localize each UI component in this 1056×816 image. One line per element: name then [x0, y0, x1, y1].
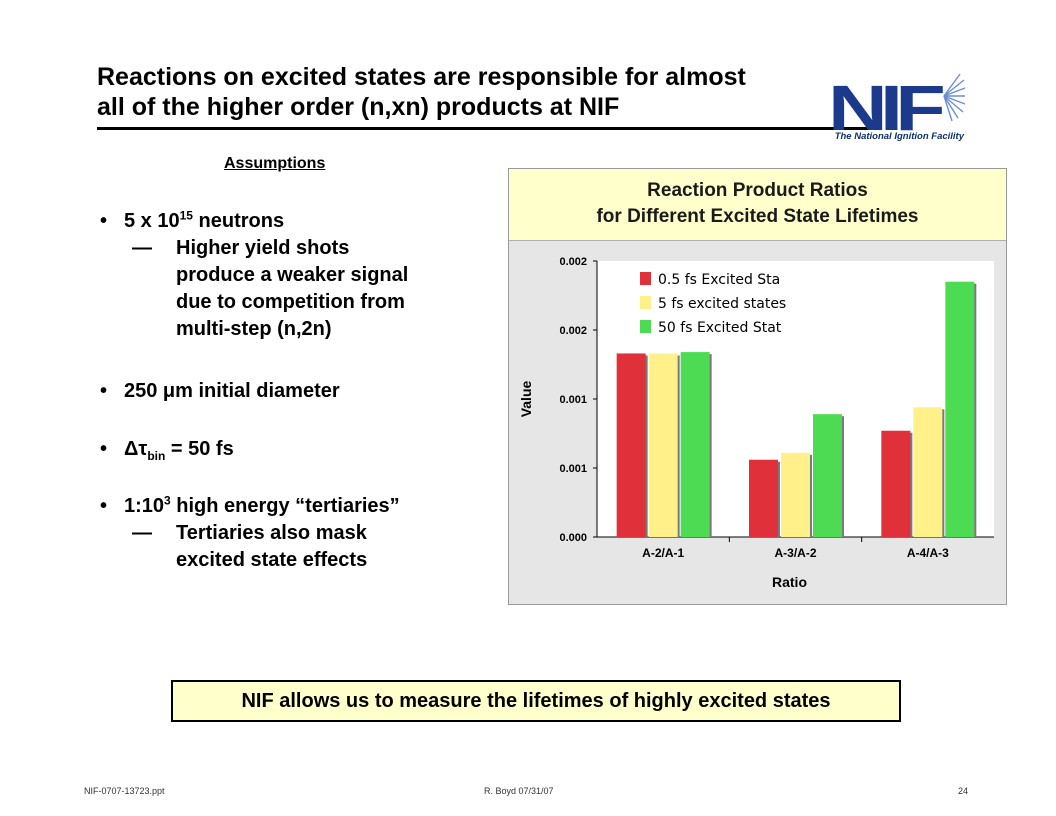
sub-bullet-line: due to competition from: [176, 291, 405, 313]
slide-title-line-1: Reactions on excited states are responsi…: [97, 63, 746, 91]
slide-title: Reactions on excited states are responsi…: [97, 62, 867, 122]
sub-bullet-marker: —: [132, 522, 152, 544]
legend-swatch: [640, 296, 651, 309]
bullet-tertiaries-exponent: 3: [164, 493, 171, 508]
bar: [813, 414, 842, 537]
sub-bullet-marker: —: [132, 237, 152, 259]
legend-label: 0.5 fs Excited Sta: [658, 272, 780, 288]
sub-bullet-line: Tertiaries also mask: [176, 522, 367, 544]
bar: [749, 459, 778, 537]
bar: [913, 407, 943, 537]
bullet-time-bin-value: = 50 fs: [165, 438, 234, 460]
footer-filename: NIF-0707-13723.ppt: [84, 786, 165, 796]
bar: [945, 281, 975, 537]
sub-bullet-line: excited state effects: [176, 549, 368, 571]
bullet-marker: •: [100, 210, 108, 232]
x-tick-label: A-4/A-3: [907, 546, 949, 560]
y-tick-label: 0.001: [559, 394, 587, 406]
footer-author-date: R. Boyd 07/31/07: [484, 786, 554, 796]
bullet-diameter-text: 250 μm initial diameter: [124, 380, 340, 402]
bullet-neutrons-unit: neutrons: [192, 210, 285, 232]
y-tick-label: 0.002: [559, 256, 587, 268]
bar: [680, 352, 710, 537]
y-tick-label: 0.002: [559, 325, 587, 337]
bar-chart: 0.000 0.001 0.001 0.002 0.002 A-2/A-1 A-3/A-2 A…: [518, 256, 994, 590]
x-tick-label: A-3/A-2: [774, 546, 816, 560]
y-tick-label: 0.001: [559, 463, 587, 475]
bullet-marker: •: [100, 380, 108, 402]
bullet-marker: •: [100, 438, 108, 460]
bullet-tertiaries-ratio: 1:10: [124, 495, 165, 517]
nif-logo-letters: NIF: [828, 72, 943, 144]
bar: [781, 452, 810, 537]
title-underline: [97, 127, 881, 130]
sub-bullet-line: Higher yield shots: [176, 237, 350, 259]
bar: [616, 353, 646, 537]
bullet-tertiaries-text: high energy “tertiaries”: [170, 495, 400, 517]
sub-bullet-line: multi-step (n,2n): [176, 318, 332, 340]
bullet-time-bin-subscript: bin: [147, 449, 166, 463]
y-tick-label: 0.000: [559, 532, 587, 544]
chart-title: Reaction Product Ratios: [647, 180, 868, 201]
y-axis-title: Value: [518, 381, 534, 418]
bar: [881, 430, 911, 537]
bullet-time-bin-symbol: Δτ: [124, 438, 148, 460]
nif-logo-sunburst: [943, 73, 966, 122]
bullet-neutrons-exponent: 15: [179, 208, 193, 223]
logo-caption: The National Ignition Facility: [834, 131, 964, 142]
chart-panel: Reaction Product Ratios for Different Ex…: [508, 168, 1007, 605]
legend-swatch: [640, 272, 651, 285]
nif-logo: NIF: [828, 72, 966, 144]
legend-swatch: [640, 320, 651, 333]
bar: [648, 353, 678, 537]
x-axis-title: Ratio: [772, 574, 807, 590]
bullet-neutrons-text: 5 x 10: [124, 210, 180, 232]
chart-header: Reaction Product Ratios for Different Ex…: [509, 169, 1006, 241]
legend-label: 50 fs Excited Stat: [658, 320, 782, 336]
sub-bullet-line: produce a weaker signal: [176, 264, 409, 286]
bullet-marker: •: [100, 495, 108, 517]
conclusion-banner: NIF allows us to measure the lifetimes o…: [171, 680, 901, 722]
assumptions-heading: Assumptions: [224, 155, 326, 172]
x-tick-label: A-2/A-1: [642, 546, 684, 560]
legend-label: 5 fs excited states: [658, 296, 786, 312]
slide-title-line-2: all of the higher order (n,xn) products …: [97, 93, 620, 121]
footer-page-number: 24: [958, 786, 969, 796]
chart-subtitle: for Different Excited State Lifetimes: [596, 206, 919, 227]
